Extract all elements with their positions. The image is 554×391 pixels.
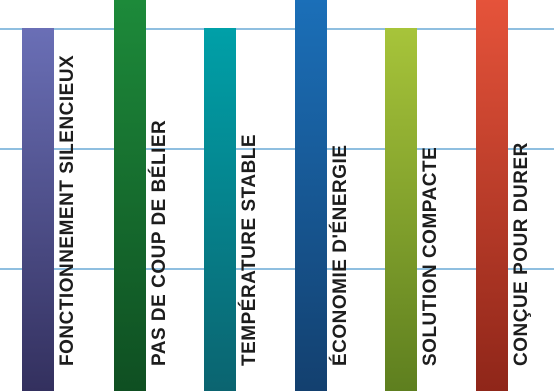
- feature-bar-energie: ÉCONOMIE D'ÉNERGIE: [295, 0, 351, 391]
- feature-label-silencieux: FONCTIONNEMENT SILENCIEUX: [57, 54, 78, 366]
- guide-line-middle: [0, 148, 554, 150]
- feature-label-durer: CONÇUE POUR DURER: [511, 142, 532, 366]
- guide-line-bottom: [0, 268, 554, 270]
- feature-bar-temperature: TEMPÉRATURE STABLE: [204, 28, 260, 391]
- feature-label-temperature: TEMPÉRATURE STABLE: [239, 133, 260, 366]
- feature-label-energie: ÉCONOMIE D'ÉNERGIE: [330, 144, 351, 367]
- feature-bar-silencieux: FONCTIONNEMENT SILENCIEUX: [22, 28, 78, 391]
- feature-label-belier: PAS DE COUP DE BÉLIER: [149, 119, 170, 366]
- feature-bar-compacte: SOLUTION COMPACTE: [385, 28, 441, 391]
- guide-line-top: [0, 28, 554, 30]
- feature-bar-durer: CONÇUE POUR DURER: [476, 0, 532, 391]
- feature-bar-belier: PAS DE COUP DE BÉLIER: [114, 0, 170, 391]
- feature-label-compacte: SOLUTION COMPACTE: [420, 146, 441, 366]
